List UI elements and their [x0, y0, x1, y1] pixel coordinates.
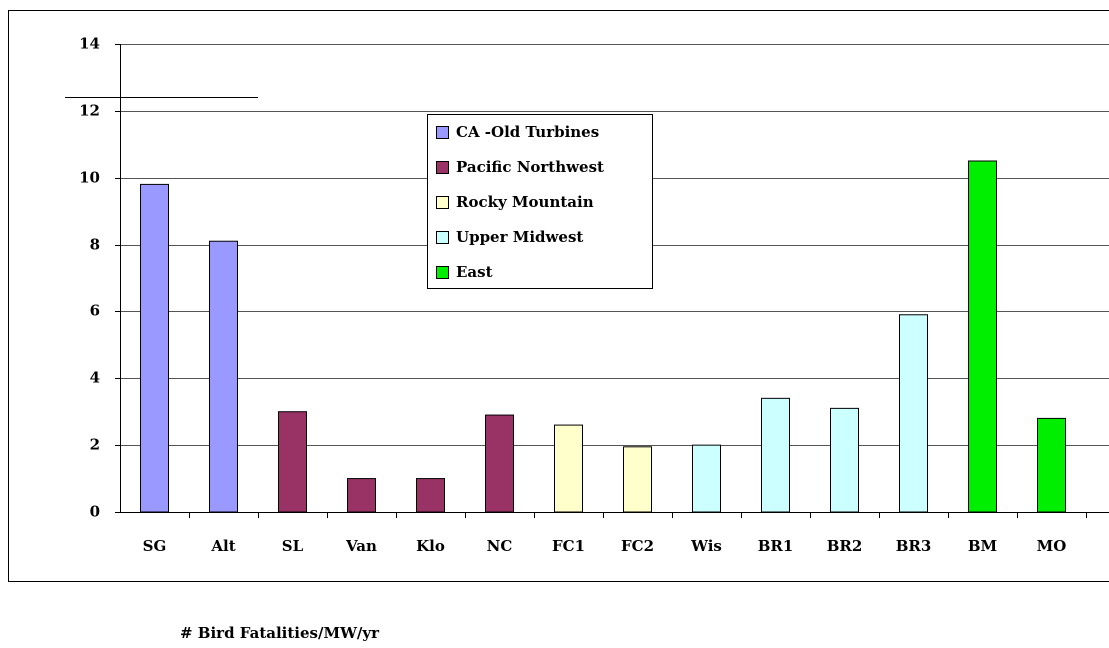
- x-tick-label: BR2: [827, 537, 863, 555]
- chart-title: # Bird Fatalities/MW/yr: [180, 624, 380, 642]
- x-tick-label: MO: [1037, 537, 1067, 555]
- bar: [140, 183, 169, 513]
- y-tick-label: 8: [90, 236, 100, 254]
- legend-swatch: [436, 126, 449, 139]
- bar: [1037, 417, 1066, 513]
- legend-swatch: [436, 161, 449, 174]
- legend-label: Rocky Mountain: [456, 193, 594, 211]
- bar: [209, 240, 238, 513]
- legend-label: CA -Old Turbines: [456, 123, 599, 141]
- bar: [761, 397, 790, 513]
- y-tick-label: 12: [79, 102, 100, 120]
- x-tick-label: SG: [143, 537, 167, 555]
- bar: [554, 424, 583, 513]
- chart-frame: [8, 10, 1109, 582]
- legend-swatch: [436, 266, 449, 279]
- legend-label: East: [456, 263, 493, 281]
- y-tick-label: 0: [90, 503, 100, 521]
- bar: [416, 478, 445, 513]
- bar: [968, 160, 997, 513]
- y-tick-label: 10: [79, 169, 100, 187]
- legend-swatch: [436, 231, 449, 244]
- x-tick-label: Van: [345, 537, 377, 555]
- bar: [830, 407, 859, 513]
- x-tick-label: BR3: [896, 537, 932, 555]
- x-tick-label: Klo: [416, 537, 445, 555]
- y-tick-label: 2: [90, 436, 100, 454]
- x-tick-label: SL: [282, 537, 304, 555]
- x-tick-label: FC2: [621, 537, 654, 555]
- bar: [485, 414, 514, 513]
- legend-box: [427, 114, 653, 289]
- y-tick-label: 14: [79, 35, 100, 53]
- bar: [692, 444, 721, 513]
- x-tick-label: BR1: [758, 537, 794, 555]
- bar: [899, 314, 928, 513]
- legend-label: Pacific Northwest: [456, 158, 604, 176]
- bar: [347, 478, 376, 513]
- y-tick-label: 4: [90, 369, 100, 387]
- bar: [278, 411, 307, 513]
- x-tick-label: Alt: [210, 537, 235, 555]
- legend-swatch: [436, 196, 449, 209]
- legend-label: Upper Midwest: [456, 228, 583, 246]
- x-tick-label: FC1: [552, 537, 585, 555]
- x-tick-label: Wis: [690, 537, 722, 555]
- bar: [623, 446, 652, 513]
- x-tick-label: NC: [487, 537, 513, 555]
- y-tick-label: 6: [90, 302, 100, 320]
- x-tick-label: BM: [968, 537, 997, 555]
